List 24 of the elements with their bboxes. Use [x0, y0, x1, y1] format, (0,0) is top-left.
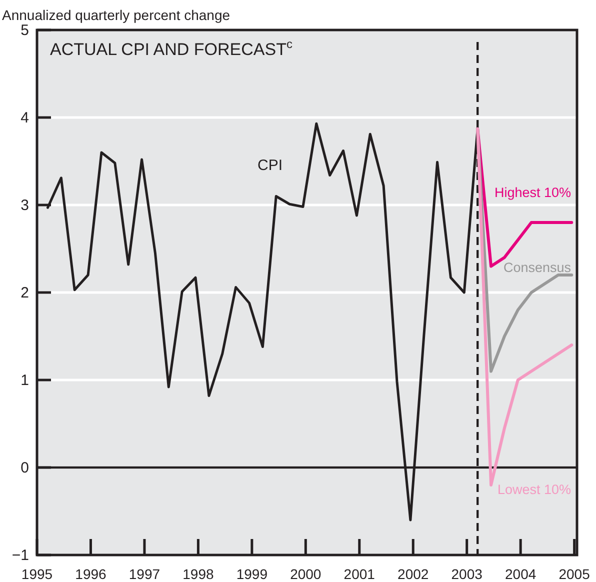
y-axis-title: Annualized quarterly percent change [2, 7, 230, 23]
y-tick-label: 1 [20, 372, 29, 389]
y-tick-label: 3 [20, 196, 29, 214]
x-tick-label: 1998 [182, 566, 214, 582]
x-tick-label: 1999 [236, 566, 268, 582]
y-tick-label: 5 [20, 22, 29, 39]
x-tick-label: 2003 [451, 566, 483, 582]
x-tick-label: 1996 [75, 566, 107, 582]
y-tick-label: 0 [20, 459, 29, 476]
series-label: Highest 10% [494, 185, 571, 200]
x-tick-label: 1995 [21, 566, 53, 582]
series-label: Consensus [503, 260, 572, 275]
x-tick-label: 2002 [398, 566, 429, 582]
x-tick-label: 2005 [558, 566, 590, 582]
series-label: Lowest 10% [497, 482, 571, 497]
x-tick-label: 2000 [290, 566, 322, 582]
y-tick-label: 4 [20, 109, 29, 126]
x-tick-label: 1997 [128, 566, 160, 582]
series-label: CPI [257, 157, 283, 174]
x-tick-label: 2004 [505, 566, 536, 582]
y-tick-label: −1 [12, 546, 29, 564]
x-tick-label: 2001 [344, 566, 376, 582]
y-tick-label: 2 [20, 284, 29, 302]
text: ACTUAL CPI AND FORECAST$^{c}$ [50, 37, 292, 59]
